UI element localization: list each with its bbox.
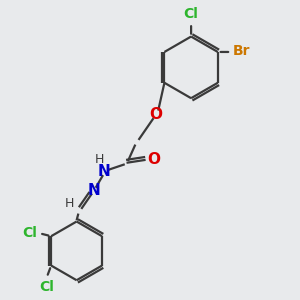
Text: Cl: Cl — [22, 226, 37, 240]
Text: H: H — [94, 153, 104, 166]
Text: N: N — [98, 164, 111, 179]
Text: O: O — [149, 107, 162, 122]
Text: Br: Br — [233, 44, 250, 58]
Text: Cl: Cl — [184, 7, 199, 21]
Text: Cl: Cl — [39, 280, 54, 294]
Text: O: O — [148, 152, 161, 167]
Text: N: N — [88, 183, 100, 198]
Text: H: H — [64, 197, 74, 210]
